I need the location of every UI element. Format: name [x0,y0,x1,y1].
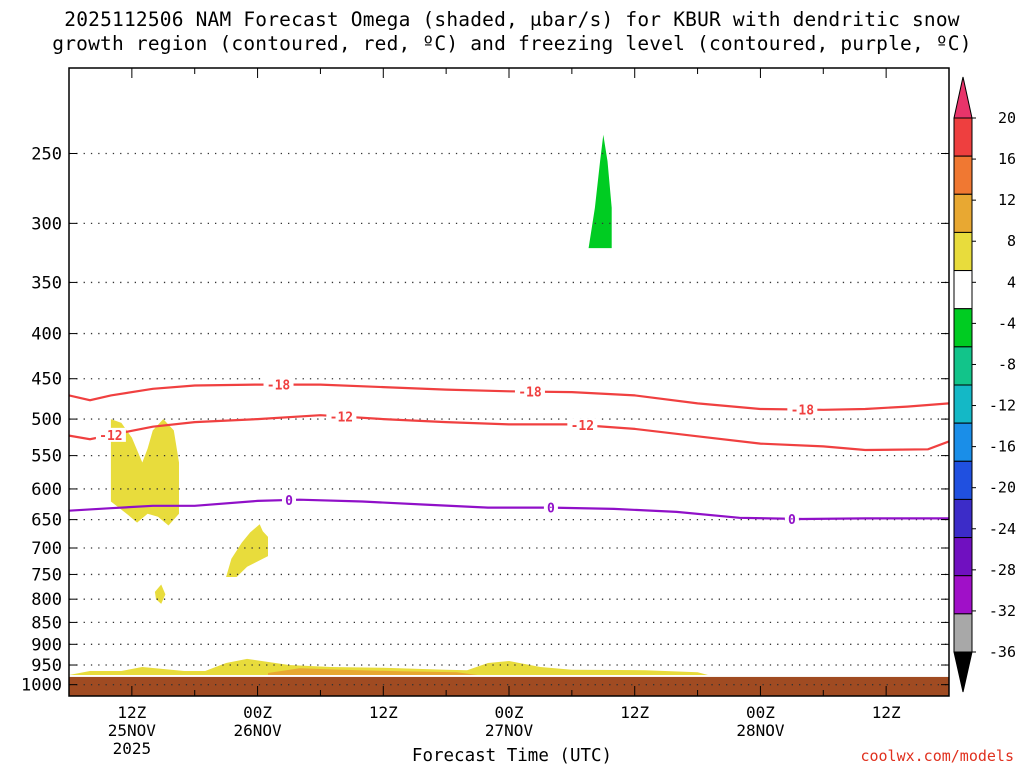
omega-region-5 [588,134,612,249]
colorbar-label: -36 [989,643,1016,661]
y-tick-label-250: 250 [31,144,62,164]
contour-label-bg [263,377,294,392]
colorbar-swatch-1 [953,155,973,195]
y-tick-label-550: 550 [31,447,62,467]
colorbar-top-arrow [953,76,973,119]
y-tick-label-400: 400 [31,325,62,345]
omega-region-1 [226,524,268,577]
contour-label-bg [567,418,598,433]
colorbar-label: 16 [998,150,1016,168]
y-tick-label-300: 300 [31,214,62,234]
colorbar-label: -16 [989,438,1016,456]
contour-label-bg [282,492,296,507]
colorbar-swatch-12 [953,575,973,615]
omega-region-3 [69,658,708,675]
contour-label: 0 [788,513,796,528]
colorbar-label: 4 [1007,273,1016,291]
colorbar-swatch-2 [953,193,973,233]
chart-title-line-2: growth region (contoured, red, ºC) and f… [52,32,972,55]
colorbar-label: -24 [989,520,1016,538]
plot-frame [68,67,950,697]
colorbar-swatch-10 [953,498,973,539]
colorbar-label: 20 [998,109,1016,127]
y-axis: 2503003504004505005506006507007508008509… [21,144,949,696]
contour-line-1 [69,414,949,452]
y-tick-label-350: 350 [31,273,62,293]
colorbar-swatch-7 [953,384,973,424]
x-date-label: 25NOV [108,721,157,740]
contour-label: -12 [330,411,353,426]
colorbar-label: -12 [989,397,1016,415]
y-tick-label-750: 750 [31,565,62,585]
x-tick-label: 00Z [243,703,272,722]
x-date-label: 27NOV [485,721,534,740]
colorbar-label: -20 [989,479,1016,497]
contour-label-bg [784,511,799,526]
x-date-label: 28NOV [736,721,785,740]
y-tick-label-650: 650 [31,511,62,531]
omega-shading-layer [69,134,708,675]
colorbar-label: -32 [989,602,1016,620]
contour-label-bg [787,402,818,417]
contour-line-0 [69,383,949,411]
colorbar-swatch-3 [953,231,973,272]
colorbar-bottom-arrow [953,651,973,693]
colorbar-label: -4 [998,314,1016,332]
y-tick-label-500: 500 [31,410,62,430]
contour-label-bg [543,500,558,515]
y-tick-label-1000: 1000 [21,676,62,696]
colorbar-swatch-5 [953,308,973,348]
y-tick-label-950: 950 [31,656,62,676]
colorbar-swatch-6 [953,346,973,386]
pressure-gridlines [69,152,949,686]
x-year-label: 2025 [113,739,152,758]
contour-line-2 [69,498,949,521]
colorbar: 20 16 12 8 4 -4 -8 -12 -16 -20 -24 -28 -32 -36 [953,76,1016,693]
omega-region-4 [268,668,478,675]
contour-label-bg [95,427,126,442]
y-tick-label-800: 800 [31,590,62,610]
colorbar-swatch-13 [953,613,973,653]
y-tick-label-850: 850 [31,613,62,633]
contour-label: 0 [285,494,293,509]
x-tick-label: 00Z [495,703,524,722]
omega-region-2 [154,584,166,604]
contour-layer: -18 -18 -18 -12 -12 -12 0 0 0 [69,377,949,528]
contour-label-bg [514,384,545,399]
contour-label: -18 [518,386,542,401]
colorbar-swatch-11 [953,537,973,577]
chart-title: 2025112506 NAM Forecast Omega (shaded, μ… [0,8,1024,56]
contour-label: -18 [267,379,291,394]
x-tick-label: 12Z [369,703,398,722]
chart-title-line-1: 2025112506 NAM Forecast Omega (shaded, μ… [64,8,960,31]
colorbar-swatch-4 [953,270,973,310]
x-tick-label: 12Z [620,703,649,722]
contour-label: 0 [547,502,555,517]
y-tick-label-600: 600 [31,480,62,500]
colorbar-label: -28 [989,561,1016,579]
contour-label: -12 [571,419,594,434]
colorbar-label: -8 [998,355,1016,373]
contour-label: -18 [791,404,815,419]
x-tick-label: 12Z [872,703,901,722]
colorbar-swatch-9 [953,460,973,500]
omega-region-0 [110,419,179,526]
contour-label-bg [326,409,357,424]
y-tick-label-700: 700 [31,539,62,559]
x-tick-label: 12Z [117,703,146,722]
y-tick-label-450: 450 [31,370,62,390]
credit-link[interactable]: coolwx.com/models [860,747,1014,765]
colorbar-label: 8 [1007,232,1016,250]
contour-label: -12 [99,429,122,444]
x-axis-label: Forecast Time (UTC) [411,746,613,766]
colorbar-swatch-0 [953,117,973,157]
colorbar-label: 12 [998,191,1016,209]
x-date-label: 26NOV [233,721,282,740]
y-tick-label-900: 900 [31,635,62,655]
x-tick-label: 00Z [746,703,775,722]
colorbar-swatch-8 [953,422,973,462]
